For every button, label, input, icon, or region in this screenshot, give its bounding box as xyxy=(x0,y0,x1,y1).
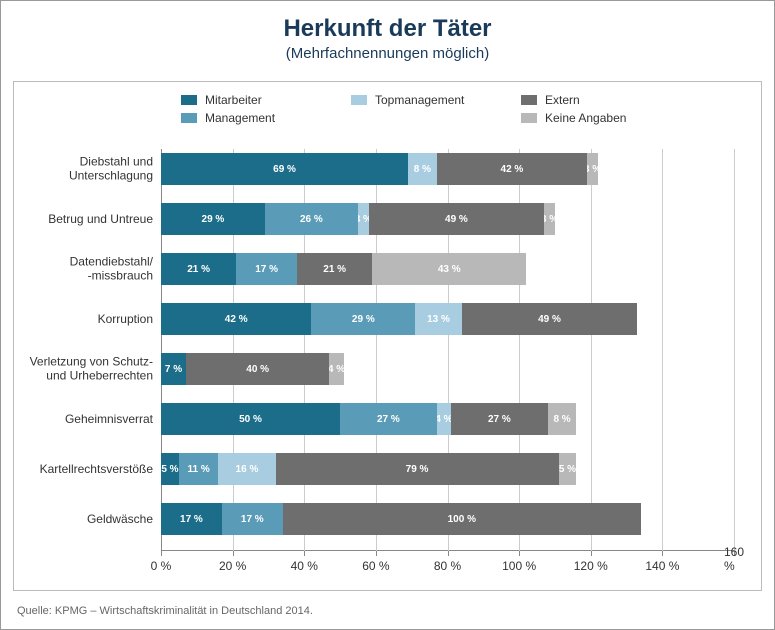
bar-segment-management: 27 % xyxy=(340,403,437,435)
category-label: Kartellrechtsverstöße xyxy=(11,462,153,476)
legend: Mitarbeiter Management Topmanagement Ext… xyxy=(181,93,734,125)
bar-segment-extern: 40 % xyxy=(186,353,329,385)
chart-subtitle: (Mehrfachnennungen möglich) xyxy=(1,43,774,62)
bar-segment-topmanagement: 8 % xyxy=(408,153,437,185)
bar-row: Datendiebstahl/ -missbrauch21 %17 %21 %4… xyxy=(161,253,734,285)
bar-segment-extern: 21 % xyxy=(297,253,372,285)
tick-mark xyxy=(448,551,449,556)
bar-segment-extern: 42 % xyxy=(437,153,587,185)
tick-mark xyxy=(519,551,520,556)
tick-mark xyxy=(662,551,663,556)
bar-segment-mitarbeiter: 42 % xyxy=(161,303,311,335)
legend-label: Management xyxy=(205,111,275,125)
x-tick-label: 20 % xyxy=(219,559,246,573)
chart-title: Herkunft der Täter xyxy=(1,1,774,43)
bar-row: Korruption42 %29 %13 %49 % xyxy=(161,303,734,335)
swatch-management xyxy=(181,113,197,123)
bar-segment-mitarbeiter: 17 % xyxy=(161,503,222,535)
swatch-extern xyxy=(521,95,537,105)
category-label: Diebstahl und Unterschlagung xyxy=(11,155,153,184)
bar-segment-topmanagement: 4 % xyxy=(437,403,451,435)
x-tick-label: 80 % xyxy=(434,559,461,573)
bar-segment-management: 17 % xyxy=(222,503,283,535)
bar-segment-mitarbeiter: 5 % xyxy=(161,453,179,485)
bar-segment-management: 11 % xyxy=(179,453,218,485)
bar-segment-extern: 27 % xyxy=(451,403,548,435)
legend-item-extern: Extern xyxy=(521,93,691,107)
bar-segment-keine: 5 % xyxy=(559,453,577,485)
tick-mark xyxy=(161,551,162,556)
category-label: Korruption xyxy=(11,312,153,326)
bar-row: Betrug und Untreue29 %26 %3 %49 %3 % xyxy=(161,203,734,235)
bar-row: Diebstahl und Unterschlagung69 %8 %42 %3… xyxy=(161,153,734,185)
bar-row: Geheimnisverrat50 %27 %4 %27 %8 % xyxy=(161,403,734,435)
bar-segment-mitarbeiter: 29 % xyxy=(161,203,265,235)
bar-segment-extern: 79 % xyxy=(276,453,559,485)
bar-segment-keine: 43 % xyxy=(372,253,526,285)
bar-segment-topmanagement: 16 % xyxy=(218,453,275,485)
category-label: Geldwäsche xyxy=(11,512,153,526)
source-line: Quelle: KPMG – Wirtschaftskriminalität i… xyxy=(17,605,313,617)
tick-mark xyxy=(591,551,592,556)
swatch-topmanagement xyxy=(351,95,367,105)
legend-label: Extern xyxy=(545,93,580,107)
bar-segment-extern: 49 % xyxy=(462,303,637,335)
tick-mark xyxy=(304,551,305,556)
category-label: Geheimnisverrat xyxy=(11,412,153,426)
x-tick-label: 60 % xyxy=(362,559,389,573)
legend-item-management: Management xyxy=(181,111,351,125)
category-label: Betrug und Untreue xyxy=(11,212,153,226)
x-tick-label: 100 % xyxy=(502,559,536,573)
tick-mark xyxy=(376,551,377,556)
bar-segment-extern: 49 % xyxy=(369,203,544,235)
x-tick-label: 160 % xyxy=(724,545,744,573)
bar-row: Verletzung von Schutz- und Urheberrechte… xyxy=(161,353,734,385)
bar-segment-extern: 100 % xyxy=(283,503,641,535)
legend-item-mitarbeiter: Mitarbeiter xyxy=(181,93,351,107)
swatch-keine xyxy=(521,113,537,123)
bar-row: Geldwäsche17 %17 %100 % xyxy=(161,503,734,535)
legend-label: Topmanagement xyxy=(375,93,464,107)
bar-segment-mitarbeiter: 7 % xyxy=(161,353,186,385)
category-label: Verletzung von Schutz- und Urheberrechte… xyxy=(11,355,153,384)
bar-segment-keine: 8 % xyxy=(548,403,577,435)
legend-item-keine: Keine Angaben xyxy=(521,111,691,125)
legend-item-topmanagement: Topmanagement xyxy=(351,93,521,107)
x-tick-label: 40 % xyxy=(291,559,318,573)
x-tick-label: 140 % xyxy=(645,559,679,573)
bar-segment-mitarbeiter: 69 % xyxy=(161,153,408,185)
x-tick-label: 120 % xyxy=(574,559,608,573)
bar-segment-mitarbeiter: 21 % xyxy=(161,253,236,285)
bar-segment-management: 17 % xyxy=(236,253,297,285)
swatch-mitarbeiter xyxy=(181,95,197,105)
bar-segment-keine: 3 % xyxy=(544,203,555,235)
bar-segment-management: 26 % xyxy=(265,203,358,235)
bar-row: Kartellrechtsverstöße5 %11 %16 %79 %5 % xyxy=(161,453,734,485)
legend-label: Mitarbeiter xyxy=(205,93,262,107)
bar-segment-topmanagement: 3 % xyxy=(358,203,369,235)
legend-label: Keine Angaben xyxy=(545,111,626,125)
bar-segment-mitarbeiter: 50 % xyxy=(161,403,340,435)
bar-segment-keine: 3 % xyxy=(587,153,598,185)
x-tick-label: 0 % xyxy=(151,559,172,573)
category-label: Datendiebstahl/ -missbrauch xyxy=(11,255,153,284)
bar-segment-management: 29 % xyxy=(311,303,415,335)
grid-line xyxy=(734,149,735,551)
bar-segment-keine: 4 % xyxy=(329,353,343,385)
bar-segment-topmanagement: 13 % xyxy=(415,303,462,335)
plot-area: 0 %20 %40 %60 %80 %100 %120 %140 %160 %D… xyxy=(161,149,734,551)
tick-mark xyxy=(233,551,234,556)
chart-frame: Herkunft der Täter (Mehrfachnennungen mö… xyxy=(0,0,775,630)
